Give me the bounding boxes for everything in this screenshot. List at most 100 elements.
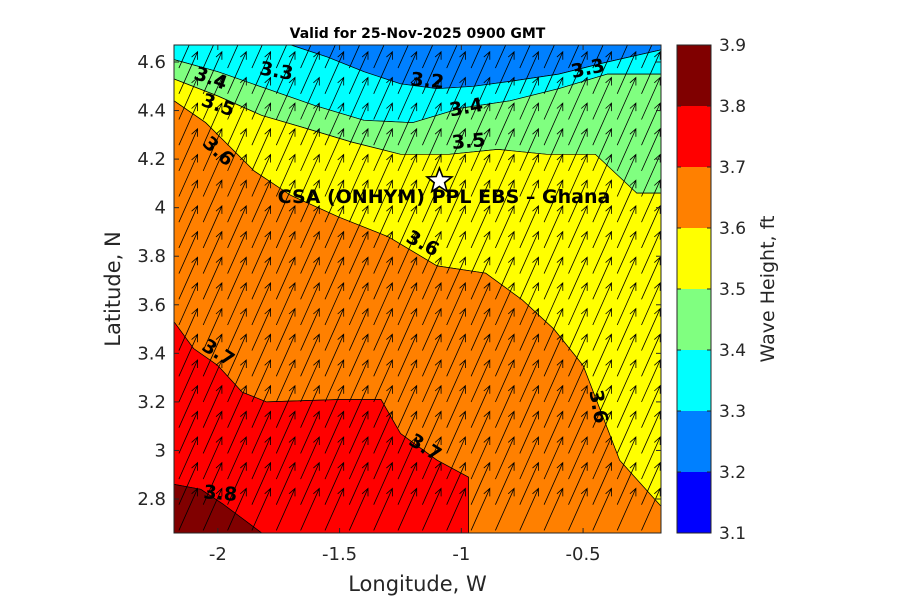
- wind-arrow: [616, 282, 637, 326]
- wind-arrow: [446, 461, 466, 505]
- wind-arrow: [568, 230, 588, 274]
- wind-arrow: [178, 359, 198, 403]
- wind-arrow: [251, 205, 271, 249]
- wind-arrow: [495, 307, 515, 351]
- wind-arrow: [397, 76, 418, 120]
- wind-arrow: [373, 384, 393, 428]
- wind-arrow: [519, 359, 539, 403]
- wind-arrow: [470, 436, 491, 480]
- wind-arrow: [543, 410, 564, 454]
- wind-arrow: [519, 333, 539, 377]
- wind-arrow: [519, 205, 539, 249]
- wind-arrow: [641, 127, 661, 172]
- wind-arrow: [519, 487, 539, 531]
- wind-arrow: [519, 102, 539, 146]
- wind-arrow: [251, 487, 271, 531]
- wind-arrow: [641, 307, 661, 351]
- wind-arrow: [543, 307, 564, 351]
- wind-arrow: [446, 384, 466, 428]
- contour-region-3.8: [174, 484, 263, 533]
- wind-arrow: [543, 205, 564, 249]
- colorbar-label: Wave Height, ft: [757, 216, 779, 363]
- wind-arrow: [348, 179, 369, 223]
- wind-arrow: [470, 487, 491, 531]
- wind-arrow: [275, 333, 296, 377]
- wind-arrow: [227, 359, 247, 403]
- wind-arrow: [251, 307, 271, 351]
- wind-arrow: [227, 410, 247, 454]
- x-tick-label: -2: [209, 544, 227, 565]
- wind-arrow: [592, 179, 612, 223]
- wind-arrow: [397, 45, 409, 69]
- wind-arrow: [422, 102, 442, 146]
- wind-arrow: [397, 436, 418, 480]
- wind-arrow: [543, 333, 564, 377]
- wind-arrow: [275, 102, 296, 146]
- wind-arrow: [495, 487, 515, 531]
- wind-arrow: [202, 256, 223, 300]
- colorbar-tick-label: 3.9: [719, 36, 746, 56]
- wind-arrow: [324, 410, 345, 454]
- wind-arrow: [470, 307, 491, 351]
- wind-arrow: [397, 359, 418, 403]
- wind-arrow: [616, 102, 637, 146]
- colorbar: 3.1 3.2 3.3 3.4 3.5 3.6 3.7 3.8 3.9: [676, 36, 746, 544]
- wind-arrow: [300, 461, 320, 505]
- wind-arrow: [178, 487, 198, 531]
- wind-arrow: [568, 102, 588, 146]
- wind-arrow: [324, 487, 345, 531]
- wind-arrow: [202, 179, 223, 223]
- wind-arrow: [373, 333, 393, 377]
- wind-arrow: [422, 410, 442, 454]
- wind-arrow: [300, 281, 320, 326]
- wind-arrow: [543, 461, 564, 505]
- chart-title: Valid for 25-Nov-2025 0900 GMT: [290, 26, 546, 42]
- wind-arrow: [641, 256, 661, 300]
- contour-label: 3.2: [410, 68, 445, 93]
- site-label: CSA (ONHYM) PPL EBS – Ghana: [278, 186, 611, 208]
- contour-label: 3.8: [203, 481, 238, 506]
- wind-arrow: [178, 436, 198, 480]
- wind-arrow: [568, 153, 588, 197]
- wind-arrow: [324, 179, 345, 223]
- wind-arrow: [251, 333, 271, 377]
- wind-arrow: [422, 359, 442, 403]
- x-axis-ticks: -2 -1.5 -1 -0.5: [209, 45, 601, 565]
- colorbar-tick-label: 3.7: [719, 158, 746, 178]
- wind-arrow: [422, 384, 442, 428]
- wind-arrow: [373, 230, 393, 274]
- wind-arrow: [275, 487, 296, 531]
- wind-arrow: [397, 102, 418, 146]
- wind-arrow: [422, 45, 434, 69]
- wind-arrow: [470, 102, 491, 146]
- y-tick-label: 3: [155, 440, 166, 461]
- wind-arrow: [519, 256, 539, 300]
- wind-arrow: [373, 282, 393, 326]
- wind-arrow: [373, 127, 393, 172]
- wind-arrow: [202, 384, 223, 428]
- wind-arrow: [275, 127, 296, 172]
- wind-arrow: [543, 436, 564, 480]
- wind-arrow: [202, 359, 223, 403]
- wind-arrow: [568, 461, 588, 505]
- wind-arrow: [592, 384, 612, 428]
- wind-arrow: [348, 230, 369, 274]
- wind-arrow: [324, 50, 345, 94]
- wind-arrow: [178, 282, 198, 326]
- wind-arrow: [373, 179, 393, 223]
- wind-arrow: [495, 256, 515, 300]
- wind-arrow: [446, 50, 466, 94]
- wind-arrow: [178, 307, 198, 351]
- wind-arrow: [519, 307, 539, 351]
- wind-arrow: [592, 281, 612, 326]
- wind-arrow: [616, 256, 637, 300]
- y-tick-label: 4.2: [137, 149, 166, 170]
- wind-arrow: [616, 179, 637, 223]
- wind-arrow: [422, 205, 442, 249]
- wind-arrow: [470, 359, 491, 403]
- wind-arrow: [202, 153, 223, 197]
- wind-arrow: [422, 153, 442, 197]
- wind-arrow: [202, 127, 223, 172]
- wind-arrow: [178, 205, 198, 249]
- wind-arrow: [422, 487, 442, 531]
